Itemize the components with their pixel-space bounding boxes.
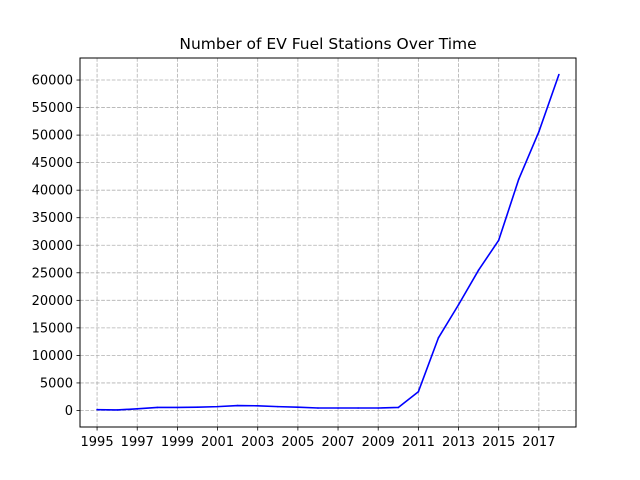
- y-tick-label: 30000: [32, 239, 73, 254]
- x-tick-label: 2005: [281, 435, 314, 450]
- data-point: [457, 303, 460, 306]
- x-tick-label: 2015: [482, 435, 515, 450]
- x-tick-label: 1995: [81, 435, 114, 450]
- y-tick-label: 40000: [32, 184, 73, 199]
- data-point: [538, 131, 540, 133]
- y-tick-label: 45000: [32, 156, 73, 171]
- x-tick-label: 1997: [121, 435, 154, 450]
- y-tick-label: 60000: [32, 74, 73, 89]
- data-point: [216, 405, 219, 408]
- y-tick-label: 15000: [32, 321, 73, 336]
- data-point: [256, 404, 259, 407]
- data-point: [558, 73, 560, 76]
- axis-ticks: 1995 1997 1999 2001 2003 2005 2007 2009 2011 2013…: [32, 74, 556, 450]
- data-point: [377, 407, 380, 409]
- data-point: [337, 407, 339, 409]
- x-tick-label: 2013: [442, 435, 475, 450]
- data-point: [276, 405, 279, 408]
- x-tick-label: 1999: [161, 435, 194, 450]
- x-tick-label: 2009: [362, 435, 395, 450]
- y-tick-label: 25000: [32, 266, 73, 281]
- y-tick-label: 55000: [32, 101, 73, 116]
- data-point: [136, 408, 139, 410]
- y-tick-label: 0: [65, 404, 73, 419]
- data-point: [297, 406, 299, 408]
- y-tick-label: 35000: [32, 211, 73, 226]
- data-point: [397, 406, 400, 409]
- data-point: [96, 408, 98, 411]
- data-point: [497, 239, 500, 242]
- series-line: [97, 74, 560, 411]
- plot-frame: [79, 57, 577, 428]
- data-point: [357, 407, 359, 409]
- data-point: [317, 407, 319, 409]
- x-tick-label: 2011: [402, 435, 435, 450]
- x-tick-label: 2001: [201, 435, 234, 450]
- data-point: [477, 269, 480, 271]
- data-point: [196, 406, 199, 408]
- y-tick-label: 10000: [32, 349, 73, 364]
- y-tick-label: 20000: [32, 294, 73, 309]
- y-tick-label: 50000: [32, 129, 73, 144]
- chart-title: Number of EV Fuel Stations Over Time: [179, 35, 476, 53]
- data-point: [156, 406, 159, 409]
- data-point: [517, 178, 520, 180]
- data-point: [116, 409, 118, 411]
- data-point: [437, 336, 440, 339]
- y-tick-label: 5000: [40, 376, 73, 391]
- data-point: [176, 406, 179, 409]
- grid: [80, 58, 576, 427]
- series-lines: [96, 73, 560, 411]
- x-tick-label: 2007: [321, 435, 354, 450]
- data-point: [417, 390, 420, 393]
- x-tick-label: 2017: [522, 435, 555, 450]
- x-tick-label: 2003: [241, 435, 274, 450]
- data-point: [236, 404, 239, 407]
